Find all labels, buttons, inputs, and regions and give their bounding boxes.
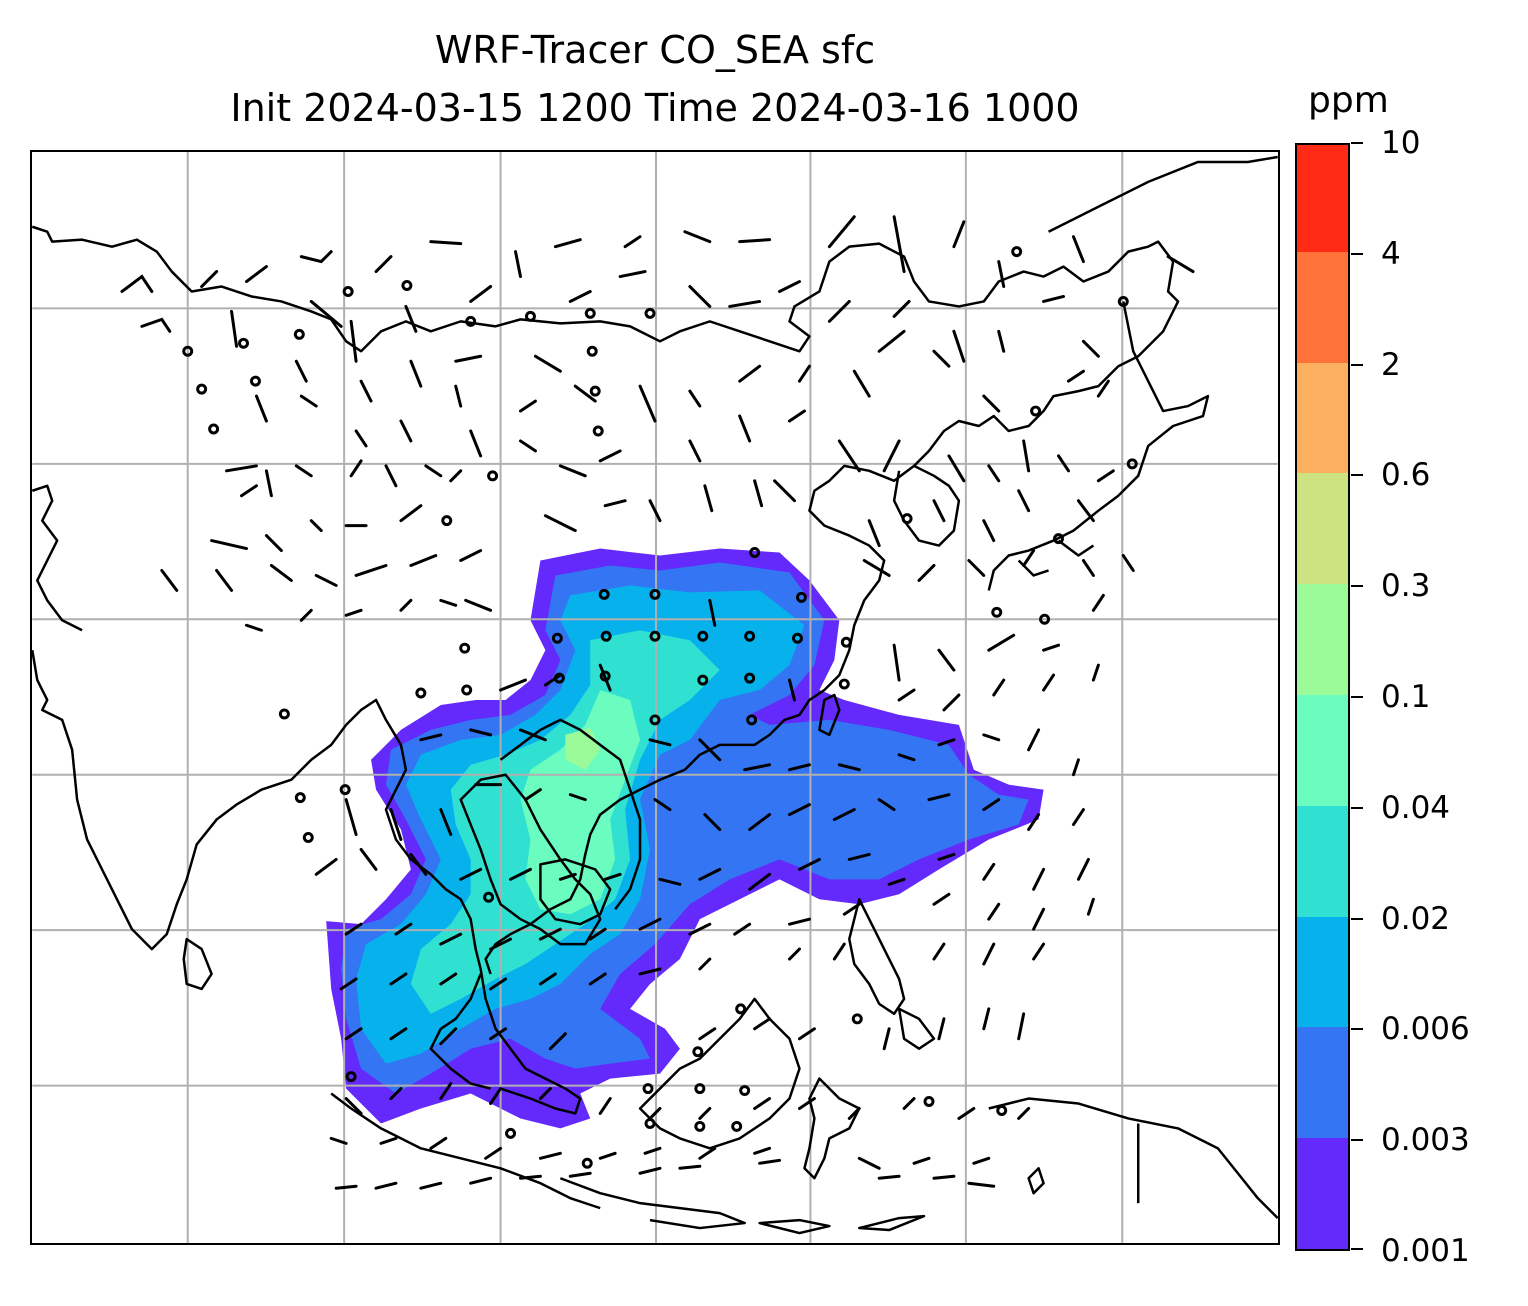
map-title-line2: Init 2024-03-15 1200 Time 2024-03-16 100… — [230, 86, 1080, 130]
colorbar-tick-label: 4 — [1381, 235, 1401, 272]
colorbar-tick-label: 0.003 — [1381, 1122, 1470, 1159]
coast-borneo — [638, 997, 801, 1150]
coast-java — [559, 1177, 746, 1230]
map-panel — [30, 150, 1280, 1245]
coast-sumatra — [330, 1092, 601, 1210]
coast-north-asia — [32, 225, 1180, 467]
colorbar-tick — [1351, 252, 1363, 255]
colorbar-tick-label: 0.6 — [1381, 457, 1431, 494]
colorbar-tick-label: 2 — [1381, 346, 1401, 383]
colorbar-tick-label: 0.3 — [1381, 568, 1431, 605]
colorbar-tick — [1351, 1028, 1363, 1031]
colorbar-tick-label: 10 — [1381, 125, 1421, 161]
colorbar-tick-label: 0.001 — [1381, 1233, 1470, 1269]
coast-malay-peninsula — [429, 973, 491, 1090]
wind-barbs — [120, 215, 1195, 1190]
colorbar-tick — [1351, 142, 1363, 144]
coast-philippines — [848, 898, 936, 1050]
colorbar-segment — [1297, 472, 1348, 585]
colorbar-tick — [1351, 474, 1363, 477]
colorbar-tick-label: 0.02 — [1381, 900, 1451, 937]
map-gridlines — [32, 152, 1278, 1243]
coast-indochina — [484, 768, 686, 975]
coast-china-east — [684, 464, 915, 771]
border-thailand — [459, 773, 602, 946]
border-laos-vietnam — [499, 718, 642, 910]
colorbar-segment — [1297, 583, 1348, 695]
coast-taiwan — [818, 693, 841, 737]
colorbar-segment — [1297, 1026, 1348, 1139]
colorbar-segment — [1297, 804, 1348, 917]
colorbar-tick — [1351, 696, 1363, 698]
colorbar-tick-label: 0.006 — [1381, 1011, 1470, 1048]
plume-level-5 — [520, 690, 641, 915]
coast-sri-lanka — [182, 937, 213, 991]
map-title-line1: WRF-Tracer CO_SEA sfc — [434, 28, 876, 72]
map-canvas — [32, 152, 1278, 1243]
coast-korea — [892, 464, 961, 547]
colorbar-tick — [1351, 917, 1363, 920]
colorbar-tick-label: 0.1 — [1381, 679, 1431, 715]
coast-myanmar-thai — [345, 698, 582, 1115]
calm-wind-circles — [182, 246, 1138, 1169]
colorbar-segment — [1297, 361, 1348, 474]
coast-timor — [758, 1167, 1045, 1235]
colorbar-segment — [1297, 145, 1348, 252]
colorbar-segment — [1297, 694, 1348, 806]
colorbar-tick — [1351, 1248, 1363, 1250]
coast-india — [32, 649, 348, 951]
coast-new-guinea — [988, 1097, 1278, 1219]
colorbar-segment — [1297, 250, 1348, 363]
colorbar-tick-label: 0.04 — [1381, 789, 1451, 826]
border-cambodia — [539, 858, 612, 926]
colorbar-unit: ppm — [1308, 80, 1389, 121]
colorbar-tick — [1351, 806, 1363, 809]
colorbar — [1295, 143, 1350, 1251]
coast-northeast-asia — [1048, 155, 1278, 233]
colorbar-segment — [1297, 915, 1348, 1028]
coast-japan — [987, 301, 1210, 591]
colorbar-segment — [1297, 1137, 1348, 1249]
colorbar-tick — [1351, 585, 1363, 588]
colorbar-tick — [1351, 363, 1363, 366]
coast-sulawesi — [803, 1077, 861, 1180]
colorbar-tick — [1351, 1139, 1363, 1142]
coast-west-border — [32, 484, 83, 632]
tracer-plume — [326, 548, 1044, 1129]
